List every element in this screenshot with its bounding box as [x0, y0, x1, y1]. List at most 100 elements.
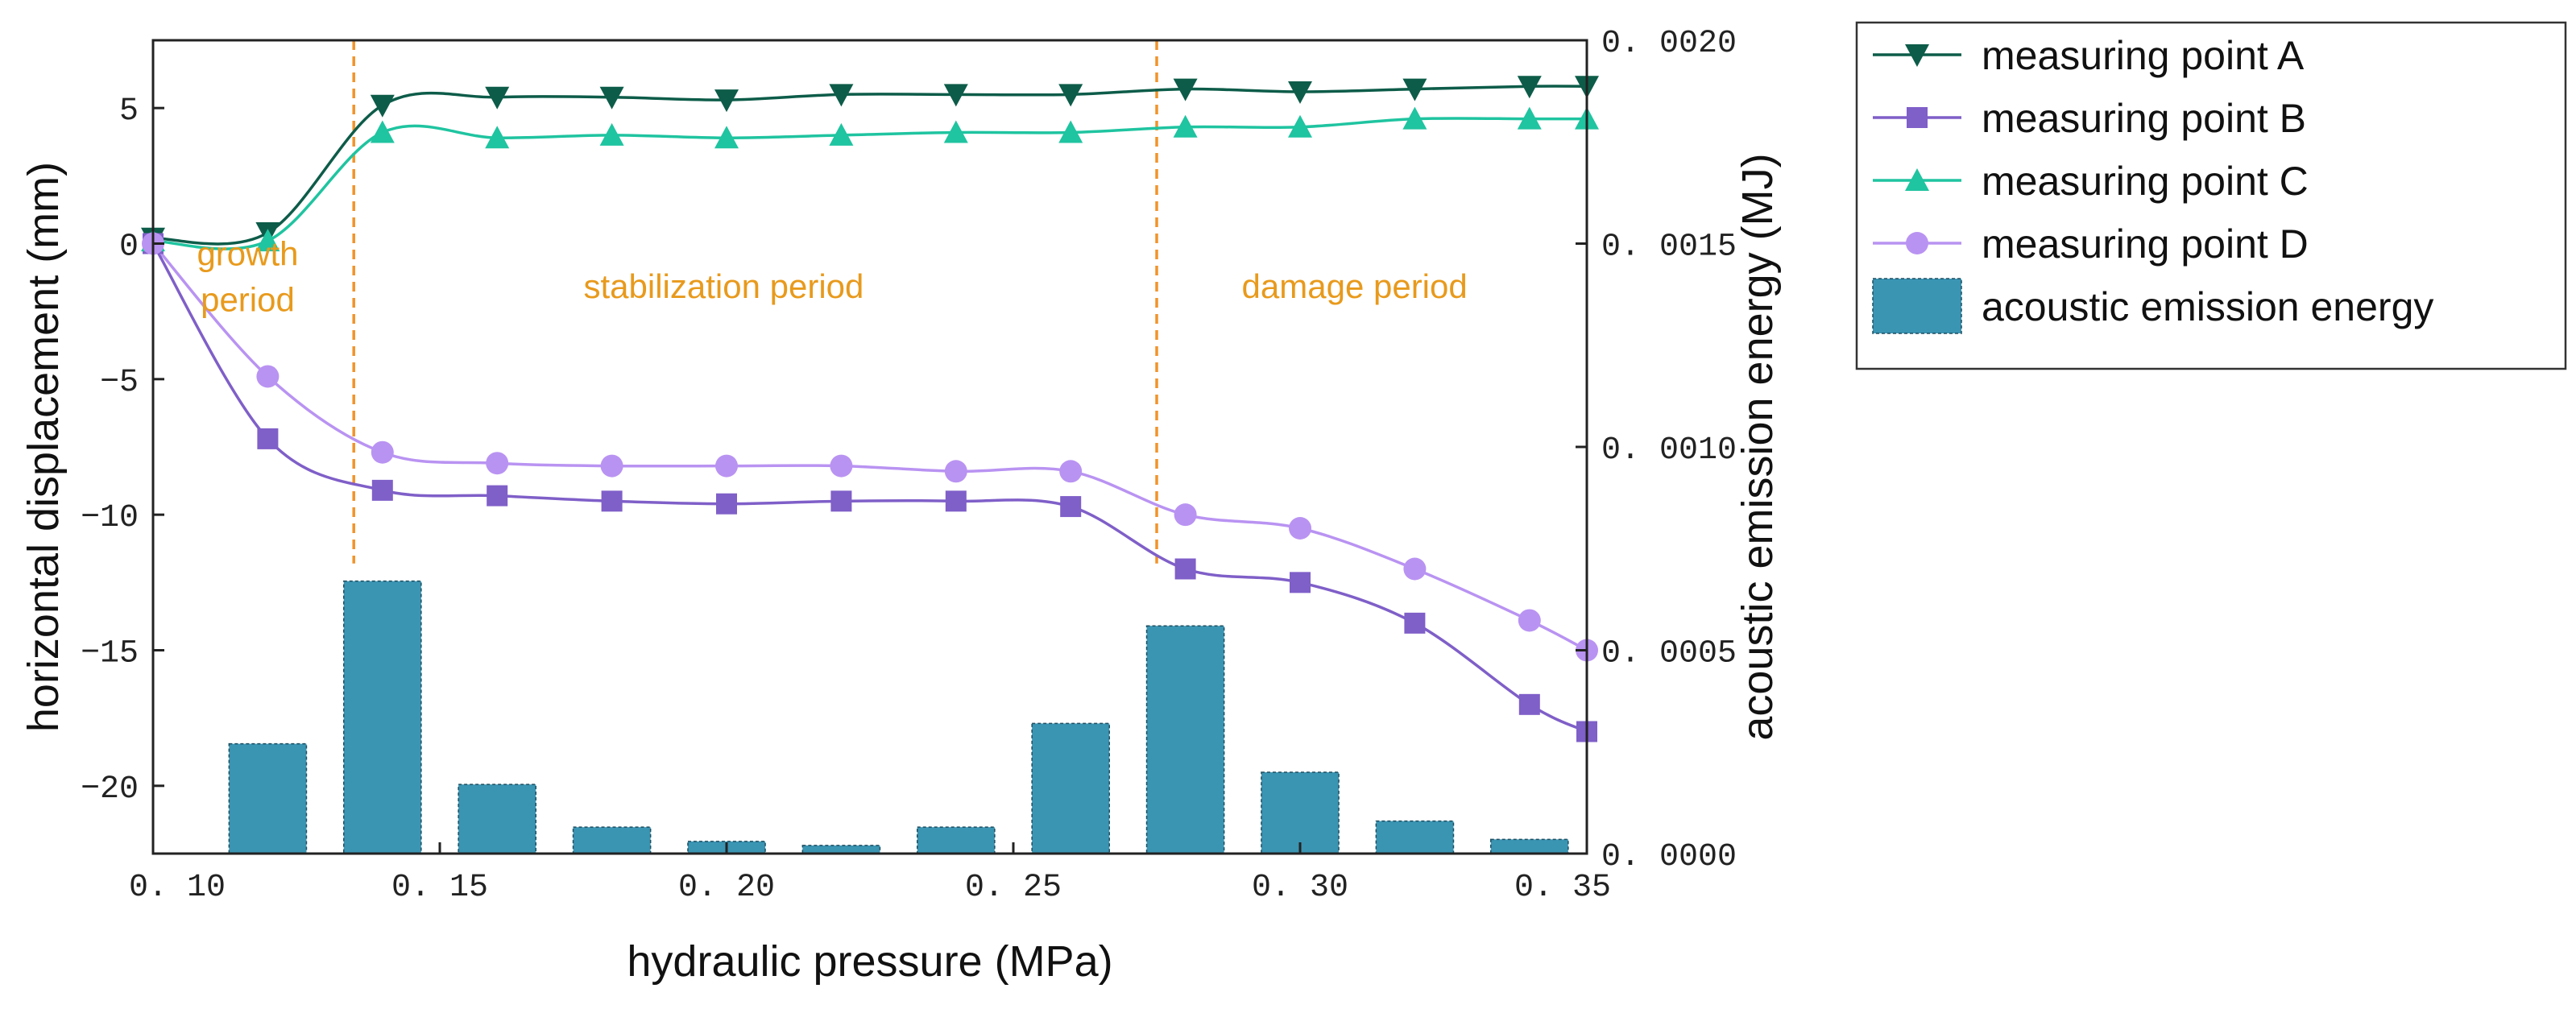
bar-acoustic-emission-5	[801, 845, 881, 854]
y2-axis: 0. 0020 0. 0015 0. 0010 0. 0005 0. 0000	[1576, 26, 1737, 875]
bar-acoustic-emission-11	[1489, 838, 1569, 854]
measuring-point-A-point-9	[1173, 78, 1198, 101]
period-label-1: period	[201, 281, 295, 319]
measuring-point-D-point-10	[1289, 517, 1311, 540]
measuring-point-D-point-2	[371, 440, 394, 464]
x-axis-title: hydraulic pressure (MPa)	[627, 937, 1112, 986]
period-label-3: damage period	[1242, 267, 1468, 305]
legend-marker-measuring-point-A	[1905, 44, 1929, 67]
measuring-point-C-point-6	[829, 122, 854, 146]
measuring-point-D-point-9	[1174, 503, 1197, 527]
measuring-point-C-point-8	[1058, 120, 1083, 143]
measuring-point-A-point-3	[485, 86, 510, 110]
legend-label-measuring-point-C: measuring point C	[1982, 159, 2309, 204]
measuring-point-B-point-8	[1060, 496, 1082, 518]
period-labels-layer: growth period stabilization period damage p…	[197, 234, 1467, 318]
measuring-point-B-point-9	[1174, 558, 1196, 580]
x-tick-label-2: 0. 20	[678, 870, 775, 906]
y2-tick-label-0: 0. 0020	[1601, 26, 1737, 62]
bar-acoustic-emission-0	[228, 742, 308, 854]
measuring-point-A-point-11	[1402, 78, 1427, 101]
period-label-2: stabilization period	[584, 267, 864, 305]
measuring-point-B-point-6	[830, 490, 852, 512]
measuring-point-B-point-10	[1290, 572, 1311, 593]
x-tick-label-4: 0. 30	[1252, 870, 1348, 906]
measuring-point-D-point-8	[1059, 460, 1083, 483]
y-axis-title: horizontal displacement (mm)	[19, 162, 68, 732]
measuring-point-A-point-10	[1288, 81, 1312, 104]
measuring-point-B-point-11	[1404, 612, 1426, 634]
legend-marker-measuring-point-D	[1906, 232, 1928, 254]
measuring-point-C-point-7	[943, 120, 968, 143]
y-tick-label-3: −10	[81, 500, 139, 536]
measuring-point-A-point-12	[1517, 76, 1542, 99]
y-tick-label-0: 5	[119, 93, 139, 130]
measuring-point-A-point-5	[714, 89, 739, 113]
measuring-point-A-point-6	[829, 84, 854, 107]
measuring-point-C-point-12	[1517, 106, 1542, 130]
bar-acoustic-emission-3	[572, 826, 652, 854]
bar-acoustic-emission-1	[342, 580, 422, 854]
legend-items: measuring point A measuring point B measur…	[1872, 33, 2433, 334]
y-tick-label-4: −15	[81, 636, 139, 672]
x-tick-label-0: 0. 10	[129, 870, 226, 906]
legend-swatch-acoustic-emission-energy	[1872, 278, 1962, 334]
measuring-point-D-point-6	[830, 454, 853, 478]
measuring-point-B-point-3	[487, 485, 508, 507]
measuring-point-A-point-8	[1058, 84, 1083, 107]
legend-label-measuring-point-A: measuring point A	[1982, 33, 2305, 78]
legend-marker-measuring-point-B	[1907, 107, 1928, 128]
bar-acoustic-emission-9	[1261, 771, 1340, 854]
legend-frame	[1855, 21, 2567, 370]
measuring-point-B-point-2	[371, 479, 393, 501]
measuring-point-D-point-12	[1518, 609, 1541, 632]
measuring-point-A-point-2	[370, 94, 395, 118]
measuring-point-C-point-11	[1402, 106, 1427, 130]
y-axis: 5 0 −5 −10 −15 −20	[81, 93, 164, 808]
measuring-point-C-point-5	[714, 126, 739, 149]
bars-layer	[228, 580, 1569, 854]
legend-label-acoustic-emission-energy: acoustic emission energy	[1982, 284, 2433, 329]
bar-acoustic-emission-7	[1031, 722, 1111, 854]
x-tick-label-3: 0. 25	[965, 870, 1062, 906]
measuring-point-D-point-1	[256, 365, 280, 388]
bar-acoustic-emission-6	[916, 826, 996, 854]
measuring-point-B-point-5	[716, 493, 737, 515]
measuring-point-A-point-7	[943, 84, 968, 107]
legend: measuring point A measuring point B measur…	[1855, 21, 2567, 370]
measuring-point-D-point-5	[715, 454, 738, 478]
bar-acoustic-emission-2	[458, 784, 537, 854]
measuring-point-B-point-1	[257, 428, 279, 449]
measuring-point-C-point-10	[1288, 114, 1312, 138]
measuring-point-D-point-11	[1403, 557, 1427, 581]
x-tick-label-1: 0. 15	[391, 870, 488, 906]
y2-tick-label-2: 0. 0010	[1601, 432, 1737, 469]
period-label-0: growth	[197, 234, 298, 272]
measuring-point-C-point-3	[485, 126, 510, 149]
bar-acoustic-emission-10	[1375, 820, 1455, 854]
bar-acoustic-emission-8	[1145, 625, 1225, 854]
measuring-point-B-point-7	[945, 490, 967, 512]
y-tick-label-5: −20	[81, 771, 139, 808]
measuring-point-B-point-4	[601, 490, 623, 512]
measuring-point-C-point-2	[370, 120, 395, 143]
y2-tick-label-1: 0. 0015	[1601, 230, 1737, 266]
measuring-point-B-point-12	[1518, 693, 1540, 715]
legend-label-measuring-point-D: measuring point D	[1982, 221, 2309, 267]
y2-tick-label-3: 0. 0005	[1601, 636, 1737, 672]
x-tick-label-5: 0. 35	[1514, 870, 1611, 906]
legend-label-measuring-point-B: measuring point B	[1982, 96, 2306, 141]
measuring-point-D-point-7	[944, 460, 967, 483]
y2-axis-title: acoustic emission energy (MJ)	[1733, 153, 1782, 740]
y-tick-label-2: −5	[100, 365, 139, 401]
legend-marker-measuring-point-C	[1905, 168, 1929, 191]
measuring-point-D-point-3	[486, 452, 509, 475]
x-axis: 0. 10 0. 15 0. 20 0. 25 0. 30 0. 35	[129, 842, 1611, 906]
y-tick-label-1: 0	[119, 230, 139, 266]
measuring-point-C-point-9	[1173, 114, 1198, 138]
measuring-point-A-point-4	[599, 86, 624, 110]
measuring-point-D-point-4	[600, 454, 623, 478]
measuring-point-C-point-1	[255, 229, 280, 252]
y2-tick-label-4: 0. 0000	[1601, 839, 1737, 875]
